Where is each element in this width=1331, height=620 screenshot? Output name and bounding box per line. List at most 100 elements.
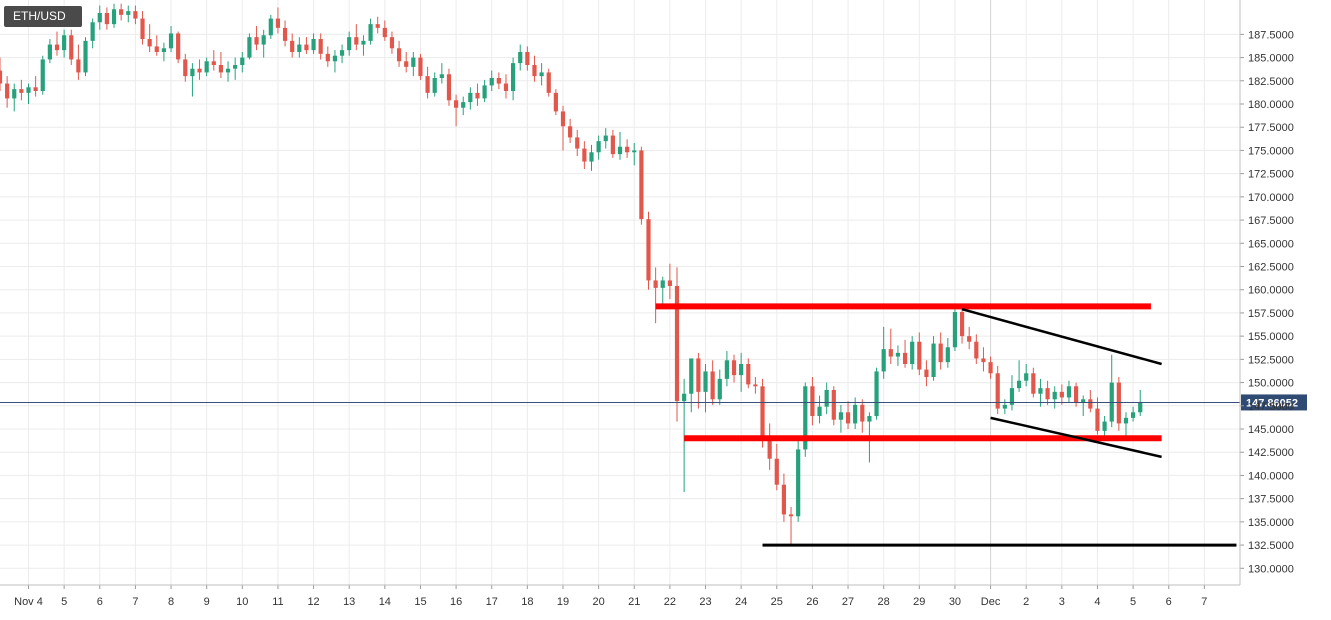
candle-body bbox=[959, 312, 965, 337]
candle-body bbox=[1052, 391, 1057, 400]
candle-body bbox=[261, 35, 266, 45]
candle-body bbox=[404, 61, 409, 67]
candle-body bbox=[967, 336, 972, 342]
y-tick-label: 177.5000 bbox=[1248, 122, 1294, 134]
candle-up bbox=[1131, 406, 1136, 422]
candle-down bbox=[767, 423, 772, 470]
candle-body bbox=[853, 404, 858, 424]
x-tick-label: 28 bbox=[878, 596, 890, 608]
candle-down bbox=[568, 118, 573, 143]
candle-body bbox=[1009, 388, 1015, 405]
candle-body bbox=[981, 358, 986, 363]
candle-up bbox=[817, 395, 822, 424]
candle-body bbox=[1138, 402, 1143, 413]
candle-down bbox=[902, 339, 908, 368]
y-tick-label: 157.5000 bbox=[1248, 308, 1294, 320]
candle-body bbox=[104, 13, 109, 25]
x-tick-label: 19 bbox=[557, 596, 569, 608]
candle-body bbox=[318, 39, 323, 54]
candle-body bbox=[439, 74, 444, 78]
candle-body bbox=[133, 11, 138, 19]
y-tick-label: 152.5000 bbox=[1248, 354, 1294, 366]
candle-body bbox=[511, 63, 516, 91]
candle-body bbox=[974, 341, 979, 359]
candle-body bbox=[332, 55, 338, 62]
candle-body bbox=[347, 37, 352, 51]
candle-down bbox=[1031, 367, 1036, 398]
x-tick-label: 12 bbox=[307, 596, 319, 608]
candle-body bbox=[297, 44, 302, 52]
candle-body bbox=[924, 369, 929, 377]
candle-body bbox=[560, 111, 566, 127]
x-tick-label: 6 bbox=[1166, 596, 1172, 608]
candle-body bbox=[268, 18, 273, 36]
candle-down bbox=[781, 473, 787, 522]
candle-up bbox=[703, 364, 708, 413]
candle-up bbox=[1123, 412, 1129, 437]
x-tick-label: 5 bbox=[61, 596, 67, 608]
candle-body bbox=[461, 102, 466, 108]
candle-body bbox=[254, 37, 259, 45]
candle-up bbox=[40, 55, 45, 95]
candle-body bbox=[97, 13, 102, 23]
x-tick-label: Dec bbox=[981, 596, 1001, 608]
x-tick-label: 7 bbox=[132, 596, 138, 608]
candle-up bbox=[803, 382, 808, 457]
y-tick-label: 187.5000 bbox=[1248, 29, 1294, 41]
candle-body bbox=[1116, 382, 1121, 424]
candle-down bbox=[183, 53, 188, 82]
y-tick-label: 182.5000 bbox=[1248, 76, 1294, 88]
candle-up bbox=[596, 135, 601, 160]
candle-up bbox=[518, 44, 523, 71]
candle-down bbox=[639, 146, 644, 225]
candle-up bbox=[168, 26, 174, 52]
candle-down bbox=[532, 55, 537, 82]
candle-body bbox=[674, 286, 680, 402]
candle-down bbox=[354, 24, 359, 51]
candle-body bbox=[482, 85, 487, 99]
candle-body bbox=[582, 148, 587, 162]
candle-down bbox=[917, 332, 922, 376]
candle-up bbox=[1024, 364, 1029, 387]
candle-up bbox=[1052, 386, 1057, 409]
x-tick-label: 27 bbox=[842, 596, 854, 608]
candle-body bbox=[176, 33, 181, 60]
candle-down bbox=[967, 326, 972, 350]
y-tick-label: 137.5000 bbox=[1248, 494, 1294, 506]
symbol-label[interactable]: ETH/USD bbox=[4, 6, 82, 27]
candle-body bbox=[411, 57, 416, 67]
candle-down bbox=[475, 83, 480, 106]
candle-body bbox=[902, 352, 908, 364]
candle-up bbox=[461, 96, 466, 116]
candle-down bbox=[959, 306, 965, 344]
candle-up bbox=[97, 5, 102, 30]
candle-up bbox=[439, 63, 444, 84]
x-tick-label: Nov 4 bbox=[14, 596, 43, 608]
candle-up bbox=[945, 338, 950, 368]
candle-body bbox=[168, 33, 174, 49]
candle-up bbox=[297, 37, 302, 58]
candle-down bbox=[610, 130, 615, 158]
candle-up bbox=[895, 345, 901, 366]
candle-body bbox=[339, 50, 345, 56]
candle-down bbox=[389, 31, 395, 54]
y-tick-label: 142.5000 bbox=[1248, 447, 1294, 459]
candle-up bbox=[368, 18, 373, 45]
candle-up bbox=[511, 57, 516, 101]
candle-body bbox=[803, 386, 808, 450]
candle-up bbox=[268, 14, 273, 39]
candle-down bbox=[418, 53, 423, 80]
candle-body bbox=[660, 280, 665, 288]
candle-down bbox=[1095, 397, 1100, 435]
candle-body bbox=[639, 150, 644, 220]
candle-body bbox=[496, 78, 501, 84]
candle-body bbox=[682, 393, 687, 402]
candle-down bbox=[197, 59, 202, 80]
y-tick-label: 150.0000 bbox=[1248, 378, 1294, 390]
candle-body bbox=[831, 390, 836, 420]
candle-up bbox=[931, 336, 936, 381]
candle-body bbox=[931, 343, 936, 377]
candle-body bbox=[888, 349, 893, 357]
candle-body bbox=[731, 360, 737, 376]
